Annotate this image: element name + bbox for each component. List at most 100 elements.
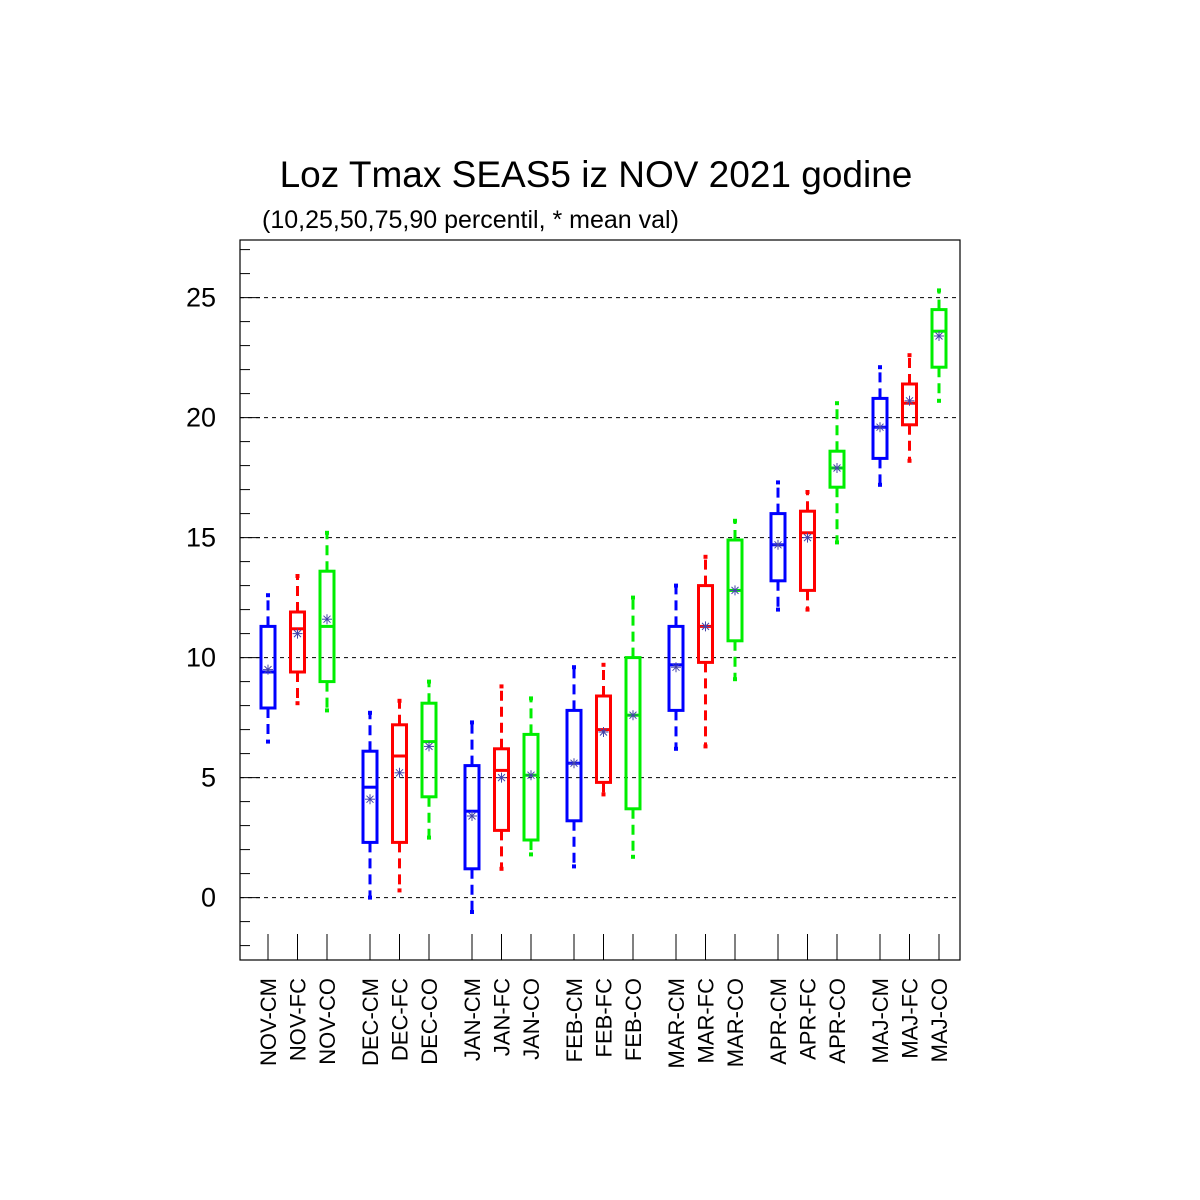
p10-marker [703,744,708,749]
mean-marker [526,770,536,781]
y-tick-label: 25 [186,283,216,313]
y-tick-label: 15 [186,523,216,553]
x-tick-label: JAN-CM [460,978,485,1061]
x-tick-label: DEC-FC [388,978,413,1061]
box-apr-cm [769,480,787,612]
mean-marker [628,710,638,721]
mean-marker [773,539,783,550]
box-nov-fc [289,574,306,706]
p90-marker [295,574,300,578]
box-mar-co [726,518,744,682]
box-dec-fc [391,698,408,893]
box-feb-fc [595,662,612,797]
p10-marker [674,746,678,751]
p90-marker [601,662,606,667]
x-tick-label: NOV-FC [286,978,311,1061]
p90-marker [397,698,402,703]
p10-marker [776,607,780,612]
box-iqr [420,701,438,799]
box-apr-co [828,401,846,545]
grid-lines [240,297,960,899]
p90-marker [937,288,941,293]
box-apr-fc [799,490,816,612]
box-maj-co [930,288,948,403]
box-dec-cm [361,710,379,900]
p90-marker [266,593,270,598]
p90-marker [776,480,780,485]
mean-marker [875,422,885,433]
mean-marker [700,621,711,632]
p10-marker [397,888,402,893]
box-maj-cm [871,365,889,487]
mean-marker [394,767,405,778]
p90-marker [427,679,431,684]
box-jan-co [522,696,540,857]
p10-marker [878,482,882,487]
y-tick-label: 0 [201,883,216,913]
mean-marker [569,758,579,769]
mean-marker [832,463,842,473]
x-tick-label: DEC-CO [417,978,442,1065]
box-nov-co [318,530,336,713]
box-iqr [361,749,379,844]
box-jan-cm [463,720,481,914]
box-mar-cm [667,583,685,751]
box-maj-fc [901,353,918,463]
chart-title: Loz Tmax SEAS5 iz NOV 2021 godine [280,154,913,195]
box-iqr [565,708,583,823]
y-tick-label: 20 [186,403,216,433]
box-mar-fc [697,554,714,749]
p10-marker [470,910,474,914]
y-tick-label: 5 [201,763,216,793]
x-tick-label: APR-FC [796,978,821,1060]
p10-marker [499,866,504,871]
p90-marker [529,696,533,701]
x-tick-label: MAJ-CM [868,978,893,1064]
box-iqr [667,624,685,712]
box-iqr [493,747,510,832]
box-iqr [391,723,408,844]
y-tick-label: 10 [186,643,216,673]
p90-marker [572,665,576,670]
p90-marker [805,490,810,494]
p90-marker [470,720,474,725]
mean-marker [671,662,681,673]
plot-frame [239,239,961,961]
x-tick-label: DEC-CM [358,978,383,1066]
x-tick-label: APR-CM [766,978,791,1065]
p10-marker [805,607,810,612]
box-iqr [624,656,642,811]
y-axis-ticks: 0 5 10 15 20 25 [186,249,260,947]
p90-marker [368,710,372,715]
p10-marker [427,835,431,840]
mean-marker [598,727,609,737]
box-iqr [769,512,787,583]
p10-marker [368,895,372,900]
mean-marker [730,585,740,596]
x-tick-label: MAJ-FC [898,978,923,1059]
chart-subtitle: (10,25,50,75,90 percentil, * mean val) [262,206,679,234]
mean-marker [934,331,944,341]
x-tick-label: APR-CO [825,978,850,1064]
mean-marker [292,628,303,639]
mean-marker [322,614,332,625]
box-iqr [930,308,948,369]
p10-marker [835,540,839,545]
mean-marker [496,772,507,783]
mean-marker [263,664,273,675]
x-tick-label: MAR-CO [723,978,748,1067]
x-tick-label: NOV-CO [315,978,340,1065]
box-iqr [463,764,481,871]
mean-marker [802,532,813,543]
p90-marker [674,583,678,588]
box-iqr [799,509,816,592]
p10-marker [937,398,941,403]
p10-marker [907,458,912,463]
x-tick-label: FEB-CM [562,978,587,1062]
box-dec-co [420,679,438,840]
p10-marker [601,792,606,797]
box-feb-co [624,595,642,859]
box-iqr [697,584,714,664]
x-tick-label: NOV-CM [256,978,281,1066]
